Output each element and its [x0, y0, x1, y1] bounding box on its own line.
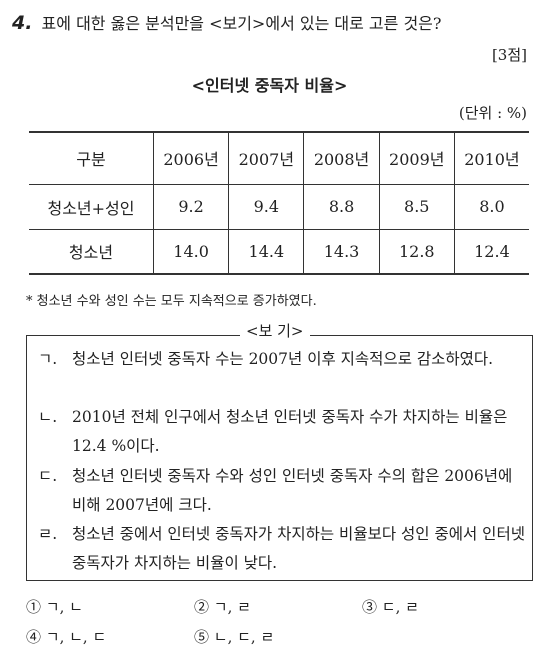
table-row: 청소년+성인 9.2 9.4 8.8 8.5 8.0: [29, 183, 529, 229]
option-item-b: ㄴ. 2010년 전체 인구에서 청소년 인터넷 중독자 수가 차지하는 비율은…: [38, 403, 528, 461]
row-label: 청소년+성인: [29, 183, 154, 229]
header-2009: 2009년: [378, 132, 455, 185]
question-points: [3점]: [491, 46, 527, 64]
option-mark: ㄹ.: [38, 525, 58, 543]
header-2010: 2010년: [453, 132, 529, 185]
option-text: 청소년 인터넷 중독자 수와 성인 인터넷 중독자 수의 합은 2006년에 비…: [72, 467, 513, 514]
header-2008: 2008년: [303, 132, 380, 185]
choice-2[interactable]: ② ㄱ, ㄹ: [194, 598, 251, 616]
table-cell: 9.4: [228, 183, 305, 229]
choice-3[interactable]: ③ ㄷ, ㄹ: [362, 598, 419, 616]
table-cell: 9.2: [152, 183, 230, 229]
header-2007: 2007년: [228, 132, 305, 185]
option-text: 청소년 중에서 인터넷 중독자가 차지하는 비율보다 성인 중에서 인터넷 중독…: [72, 525, 525, 572]
options-box-title: <보 기>: [240, 320, 310, 341]
table-cell: 12.4: [453, 228, 529, 274]
table-cell: 14.0: [152, 228, 230, 274]
table-title: <인터넷 중독자 비율>: [191, 76, 348, 95]
table-footnote: * 청소년 수와 성인 수는 모두 지속적으로 증가하였다.: [26, 294, 317, 309]
option-text: 청소년 인터넷 중독자 수는 2007년 이후 지속적으로 감소하였다.: [72, 350, 494, 368]
row-label: 청소년: [29, 228, 154, 274]
table-cell: 8.5: [378, 183, 455, 229]
option-item-a: ㄱ. 청소년 인터넷 중독자 수는 2007년 이후 지속적으로 감소하였다.: [38, 345, 528, 374]
table-cell: 8.8: [303, 183, 380, 229]
option-mark: ㄴ.: [38, 408, 58, 426]
choice-1[interactable]: ① ㄱ, ㄴ: [26, 598, 83, 616]
table-cell: 14.4: [228, 228, 305, 274]
header-category: 구분: [29, 132, 154, 185]
table-cell: 8.0: [453, 183, 529, 229]
choice-4[interactable]: ④ ㄱ, ㄴ, ㄷ: [26, 628, 107, 646]
table-row: 청소년 14.0 14.4 14.3 12.8 12.4: [29, 228, 529, 274]
question-number: 4.: [12, 12, 33, 34]
option-item-d: ㄹ. 청소년 중에서 인터넷 중독자가 차지하는 비율보다 성인 중에서 인터넷…: [38, 520, 528, 578]
table-unit: (단위 : %): [458, 104, 527, 122]
question-text: 표에 대한 옳은 분석만을 <보기>에서 있는 대로 고른 것은?: [41, 14, 442, 33]
data-table: 구분 2006년 2007년 2008년 2009년 2010년 청소년+성인 …: [29, 131, 529, 275]
option-mark: ㄷ.: [38, 467, 58, 485]
option-text: 2010년 전체 인구에서 청소년 인터넷 중독자 수가 차지하는 비율은 12…: [72, 408, 508, 455]
option-mark: ㄱ.: [38, 350, 58, 368]
table-cell: 12.8: [378, 228, 455, 274]
choice-5[interactable]: ⑤ ㄴ, ㄷ, ㄹ: [194, 628, 275, 646]
question-line: 4. 표에 대한 옳은 분석만을 <보기>에서 있는 대로 고른 것은?: [12, 10, 441, 34]
option-item-c: ㄷ. 청소년 인터넷 중독자 수와 성인 인터넷 중독자 수의 합은 2006년…: [38, 462, 528, 520]
table-header-row: 구분 2006년 2007년 2008년 2009년 2010년: [29, 132, 529, 185]
table-cell: 14.3: [303, 228, 380, 274]
header-2006: 2006년: [152, 132, 230, 185]
